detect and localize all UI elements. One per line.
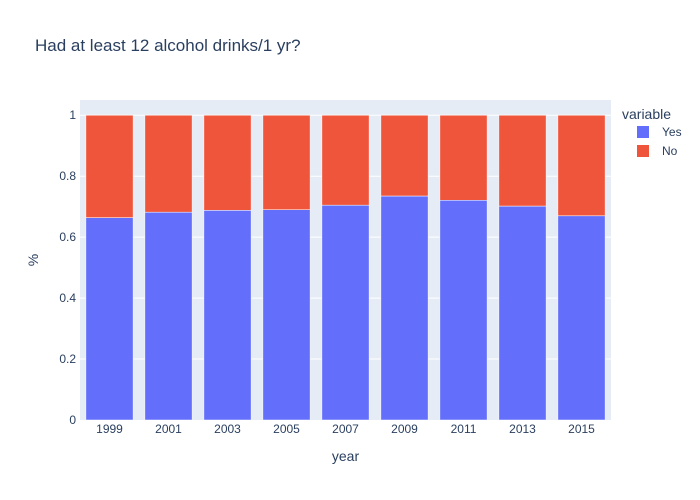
legend-item-yes: Yes <box>662 125 682 139</box>
bar-no-2011 <box>439 114 488 201</box>
bar-no-2013 <box>498 114 547 207</box>
bar-yes-2005 <box>262 209 311 421</box>
y-tick-label: 0.6 <box>59 230 76 244</box>
bar-no-2015 <box>557 114 606 217</box>
bar-no-1999 <box>85 114 134 218</box>
legend: variable Yes No <box>622 106 682 158</box>
bars <box>85 114 606 421</box>
bar-yes-2007 <box>321 204 370 421</box>
x-tick-label: 2001 <box>155 422 182 436</box>
bar-no-2001 <box>144 114 193 213</box>
x-tick-label: 2005 <box>273 422 300 436</box>
y-axis-label: % <box>25 254 41 266</box>
x-axis-ticks: 1999 2001 2003 2005 2007 2009 2011 2013 2015 <box>96 422 595 436</box>
x-tick-label: 2013 <box>509 422 536 436</box>
y-tick-label: 0.8 <box>59 169 76 183</box>
bar-no-2003 <box>203 114 252 211</box>
x-tick-label: 1999 <box>96 422 123 436</box>
bar-no-2009 <box>380 114 429 197</box>
bar-yes-2011 <box>439 200 488 421</box>
x-tick-label: 2011 <box>451 422 477 436</box>
bar-yes-2015 <box>557 215 606 421</box>
x-tick-label: 2015 <box>568 422 595 436</box>
y-tick-label: 1 <box>69 108 76 122</box>
legend-swatch-yes <box>637 126 649 138</box>
bar-no-2005 <box>262 114 311 210</box>
x-tick-label: 2009 <box>391 422 418 436</box>
legend-swatch-no <box>637 145 649 157</box>
y-tick-label: 0.2 <box>59 352 76 366</box>
bar-yes-2001 <box>144 211 193 421</box>
bar-yes-2013 <box>498 205 547 421</box>
bar-yes-2003 <box>203 210 252 421</box>
bar-no-2007 <box>321 114 370 206</box>
chart-title: Had at least 12 alcohol drinks/1 yr? <box>35 36 301 55</box>
y-axis-ticks: 0 0.2 0.4 0.6 0.8 1 <box>59 108 76 427</box>
y-tick-label: 0.4 <box>59 291 76 305</box>
x-tick-label: 2007 <box>332 422 359 436</box>
bar-yes-1999 <box>85 217 134 421</box>
legend-title: variable <box>622 106 671 122</box>
bar-yes-2009 <box>380 195 429 421</box>
y-tick-label: 0 <box>69 413 76 427</box>
x-tick-label: 2003 <box>214 422 241 436</box>
x-axis-label: year <box>332 448 360 464</box>
legend-item-no: No <box>662 144 678 158</box>
